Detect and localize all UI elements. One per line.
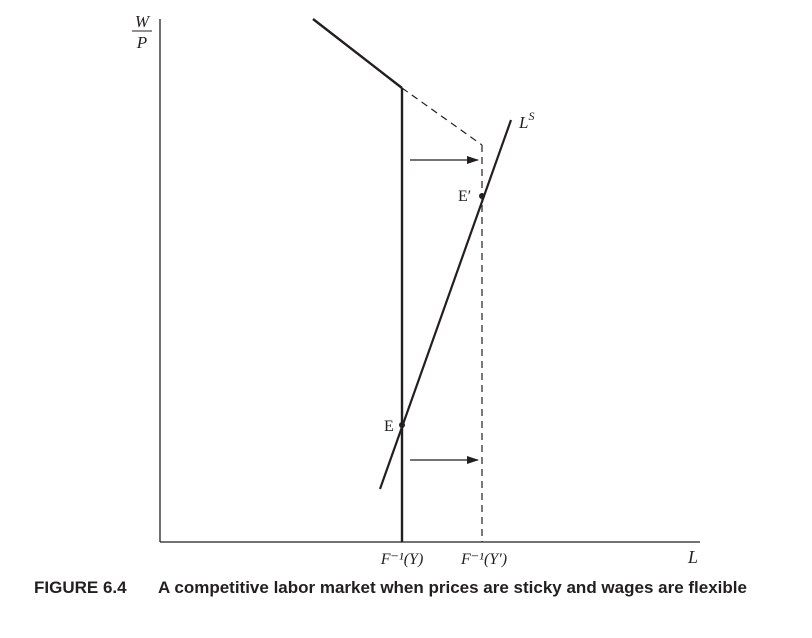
- tick-label-f-inverse-y-prime: F⁻¹(Y′): [460, 551, 507, 568]
- kinked-demand-curve: [312, 18, 404, 542]
- figure-caption: FIGURE 6.4 A competitive labor market wh…: [34, 577, 804, 598]
- axes: [159, 19, 700, 543]
- figure-caption-text: A competitive labor market when prices a…: [158, 578, 747, 597]
- shifted-demand-curve: [401, 87, 483, 542]
- shifted-demand-slope-segment: [401, 87, 483, 146]
- labor-supply-superscript: S: [528, 109, 534, 123]
- figure-number: FIGURE 6.4: [34, 578, 127, 597]
- y-axis-label-denominator: P: [136, 33, 147, 52]
- point-e-prime-dot: [479, 193, 485, 199]
- point-e-label: E: [384, 418, 394, 435]
- point-e-prime-label: E′: [458, 188, 471, 205]
- labor-supply-label: LS: [518, 109, 534, 132]
- labor-market-diagram: W P L LS E E′ F⁻¹(Y) F⁻¹(Y′): [132, 12, 700, 568]
- point-e-dot: [399, 422, 405, 428]
- labor-supply-curve: [378, 119, 513, 490]
- demand-upper-segment: [312, 18, 403, 89]
- y-axis-label-numerator: W: [135, 12, 151, 31]
- tick-label-f-inverse-y: F⁻¹(Y): [380, 551, 424, 568]
- x-axis-label: L: [687, 547, 698, 567]
